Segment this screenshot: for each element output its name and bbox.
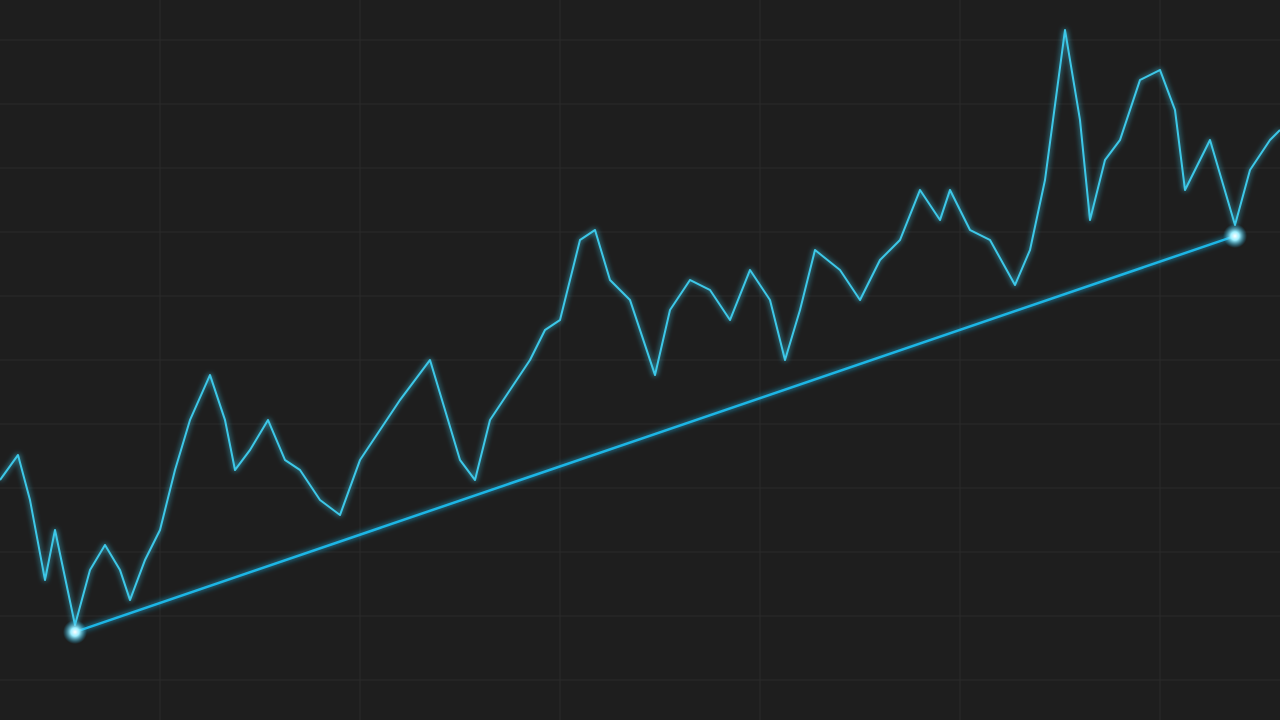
trend-point: [63, 620, 87, 644]
price-line: [0, 29, 1280, 626]
trend-line: [74, 234, 1236, 634]
trend-point: [1223, 224, 1247, 248]
